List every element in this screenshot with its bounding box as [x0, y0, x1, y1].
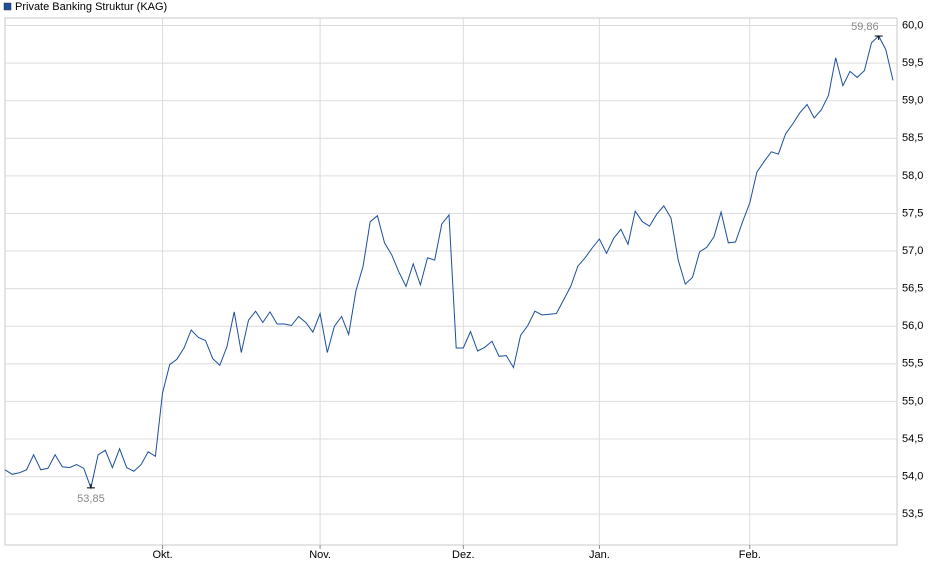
y-tick-label: 59,0 [902, 95, 923, 107]
y-tick-label: 55,0 [902, 395, 923, 407]
price-line [4, 35, 894, 490]
y-tick-label: 54,5 [902, 433, 923, 445]
plot-frame [4, 17, 898, 546]
y-tick-label: 53,5 [902, 508, 923, 520]
x-tick-label: Dez. [452, 549, 475, 561]
legend-swatch [3, 2, 12, 11]
y-tick-label: 56,5 [902, 283, 923, 295]
y-tick-label: 60,0 [902, 19, 923, 31]
y-tick-label: 54,0 [902, 470, 923, 482]
y-tick-label: 55,5 [902, 358, 923, 370]
extreme-label: 53,85 [77, 493, 105, 505]
x-tick-label: Jan. [589, 549, 610, 561]
y-tick-label: 58,0 [902, 170, 923, 182]
y-tick-label: 58,5 [902, 132, 923, 144]
y-tick-label: 57,0 [902, 245, 923, 257]
x-tick-label: Okt. [152, 549, 172, 561]
x-tick-label: Nov. [309, 549, 331, 561]
x-tick-label: Feb. [739, 549, 761, 561]
y-tick-label: 56,0 [902, 320, 923, 332]
y-tick-label: 57,5 [902, 207, 923, 219]
y-tick-label: 59,5 [902, 57, 923, 69]
legend-label: Private Banking Struktur (KAG) [15, 1, 167, 13]
extreme-label: 59,86 [851, 21, 879, 33]
